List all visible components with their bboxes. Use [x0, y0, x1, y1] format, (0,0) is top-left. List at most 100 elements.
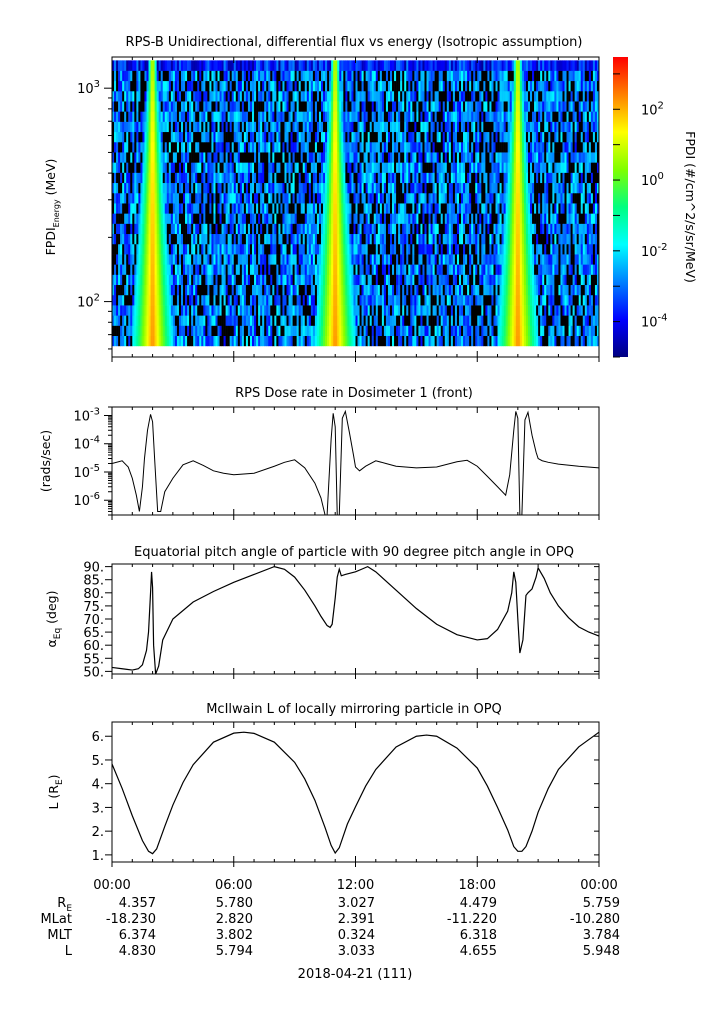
spectrogram-cell — [548, 315, 551, 326]
spectrogram-cell — [294, 294, 297, 306]
spectrogram-cell — [381, 254, 385, 265]
spectrogram-cell — [538, 172, 541, 184]
spectrogram-cell — [481, 162, 484, 173]
spectrogram-cell — [467, 254, 470, 265]
spectrogram-cell — [359, 172, 362, 184]
spectrogram-cell — [178, 335, 182, 347]
spectrogram-cell — [436, 233, 439, 245]
spectrogram-cell — [312, 192, 316, 204]
spectrogram-cell — [219, 254, 222, 265]
spectrogram-cell — [316, 182, 320, 194]
spectrogram-cell — [519, 233, 523, 245]
spectrogram-cell — [197, 315, 200, 326]
spectrogram-cell — [300, 141, 304, 153]
spectrogram-cell — [584, 233, 588, 245]
spectrogram-cell — [262, 325, 265, 336]
spectrogram-cell — [363, 335, 366, 347]
spectrogram-cell — [349, 294, 352, 306]
spectrogram-cell — [519, 294, 523, 306]
spectrogram-cell — [402, 182, 405, 194]
spectrogram-cell — [235, 325, 239, 336]
spectrogram-cell — [487, 152, 490, 163]
spectrogram-cell — [142, 335, 145, 347]
spectrogram-cell — [562, 223, 565, 235]
spectrogram-cell — [203, 233, 206, 245]
spectrogram-cell — [416, 325, 419, 336]
spectrogram-cell — [268, 315, 271, 326]
spectrogram-cell — [144, 243, 147, 255]
spectrogram-cell — [560, 274, 563, 286]
spectrogram-cell — [404, 152, 407, 163]
spectrogram-cell — [243, 213, 247, 224]
spectrogram-cell — [122, 213, 125, 224]
spectrogram-cell — [112, 254, 115, 265]
spectrogram-cell — [530, 325, 533, 336]
spectrogram-cell — [215, 131, 218, 143]
spectrogram-cell — [300, 325, 304, 336]
spectrogram-cell — [247, 203, 251, 214]
spectrogram-cell — [406, 203, 409, 214]
spectrogram-cell — [223, 335, 226, 347]
spectrogram-cell — [260, 172, 263, 184]
spectrogram-cell — [237, 172, 241, 184]
spectrogram-cell — [469, 203, 472, 214]
spectrogram-cell — [467, 274, 470, 286]
spectrogram-cell — [586, 305, 590, 316]
spectrogram-cell — [542, 284, 545, 296]
spectrogram-cell — [479, 223, 482, 235]
spectrogram-cell — [562, 325, 565, 336]
spectrogram-cell — [170, 182, 174, 194]
spectrogram-cell — [398, 325, 401, 336]
spectrogram-cell — [249, 274, 253, 286]
spectrogram-cell — [112, 182, 115, 194]
spectrogram-cell — [185, 233, 188, 245]
spectrogram-cell — [473, 213, 476, 224]
spectrogram-cell — [231, 335, 235, 347]
spectrogram-cell — [150, 203, 153, 214]
spectrogram-cell — [426, 141, 429, 153]
spectrogram-cell — [371, 233, 375, 245]
spectrogram-cell — [592, 325, 596, 336]
spectrogram-cell — [296, 233, 299, 245]
spectrogram-cell — [292, 233, 295, 245]
spectrogram-cell — [201, 274, 204, 286]
spectrogram-cell — [499, 315, 502, 326]
spectrogram-cell — [172, 284, 176, 296]
spectrogram-cell — [314, 172, 318, 184]
spectrogram-cell — [463, 213, 466, 224]
spectrogram-cell — [191, 335, 194, 347]
spectrogram-cell — [282, 162, 285, 173]
spectrogram-cell — [223, 254, 226, 265]
spectrogram-cell — [521, 243, 525, 255]
spectrogram-cell — [576, 162, 580, 173]
spectrogram-cell — [392, 141, 395, 153]
spectrogram-cell — [592, 172, 596, 184]
spectrogram-cell — [134, 284, 137, 296]
spectrogram-cell — [146, 284, 149, 296]
spectrogram-cell — [227, 294, 230, 306]
spectrogram-cell — [521, 315, 525, 326]
spectrogram-cell — [538, 162, 541, 173]
spectrogram-cell — [469, 254, 472, 265]
spectrogram-cell — [353, 223, 356, 235]
spectrogram-cell — [491, 203, 494, 214]
spectrogram-cell — [578, 233, 582, 245]
spectrogram-cell — [162, 192, 166, 204]
spectrogram-cell — [525, 172, 529, 184]
spectrogram-cell — [154, 192, 157, 204]
spectrogram-cell — [463, 192, 466, 204]
spectrogram-cell — [306, 223, 310, 235]
spectrogram-cell — [359, 152, 362, 163]
spectrogram-cell — [325, 162, 328, 173]
spectrogram-cell — [296, 223, 299, 235]
spectrogram-cell — [245, 182, 249, 194]
spectrogram-cell — [278, 162, 281, 173]
spectrogram-cell — [292, 192, 295, 204]
spectrogram-cell — [487, 335, 490, 347]
spectrogram-cell — [394, 335, 397, 347]
spectrogram-cell — [122, 182, 125, 194]
spectrogram-cell — [444, 315, 448, 326]
spectrogram-cell — [414, 274, 417, 286]
spectrogram-cell — [126, 325, 129, 336]
spectrogram-cell — [481, 264, 484, 275]
